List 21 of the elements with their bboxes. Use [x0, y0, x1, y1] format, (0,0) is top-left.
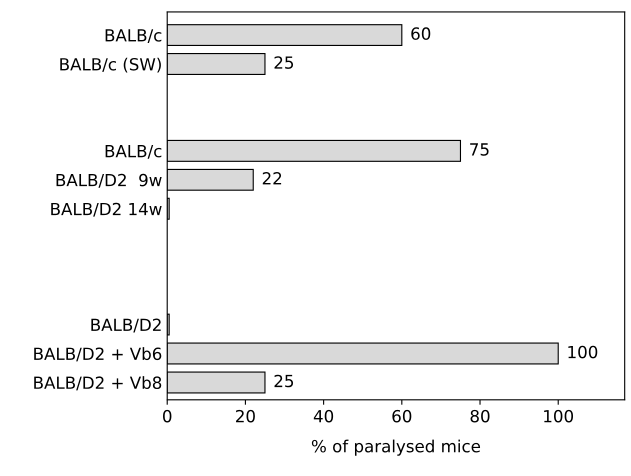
x-tick-label: 100 — [544, 410, 574, 422]
data-label: 25 — [274, 374, 294, 388]
data-label: 100 — [568, 346, 598, 358]
y-tick-label: BALB/D2 + Vb8 — [34, 376, 162, 390]
data-label: 75 — [470, 143, 489, 156]
y-tick-label: BALB/c — [106, 145, 162, 159]
x-tick-label: 20 — [236, 410, 255, 422]
y-tick-label: BALB/D2 9w — [56, 174, 162, 188]
data-label: 25 — [274, 56, 294, 69]
x-tick-label: 40 — [314, 410, 334, 422]
x-tick-label: 60 — [392, 410, 412, 422]
x-axis-title: % of paralysed mice — [312, 440, 480, 456]
y-tick-label: BALB/c (SW) — [60, 58, 161, 73]
x-tick-label: 80 — [470, 410, 490, 422]
data-label: 60 — [411, 27, 430, 40]
x-tick-label: 0 — [163, 410, 172, 422]
y-tick-label: BALB/c — [106, 29, 162, 43]
y-tick-label: BALB/D2 14w — [51, 202, 162, 217]
data-label: 22 — [262, 172, 282, 184]
y-tick-label: BALB/D2 + Vb6 — [34, 347, 162, 362]
y-tick-label: BALB/D2 — [91, 318, 161, 332]
